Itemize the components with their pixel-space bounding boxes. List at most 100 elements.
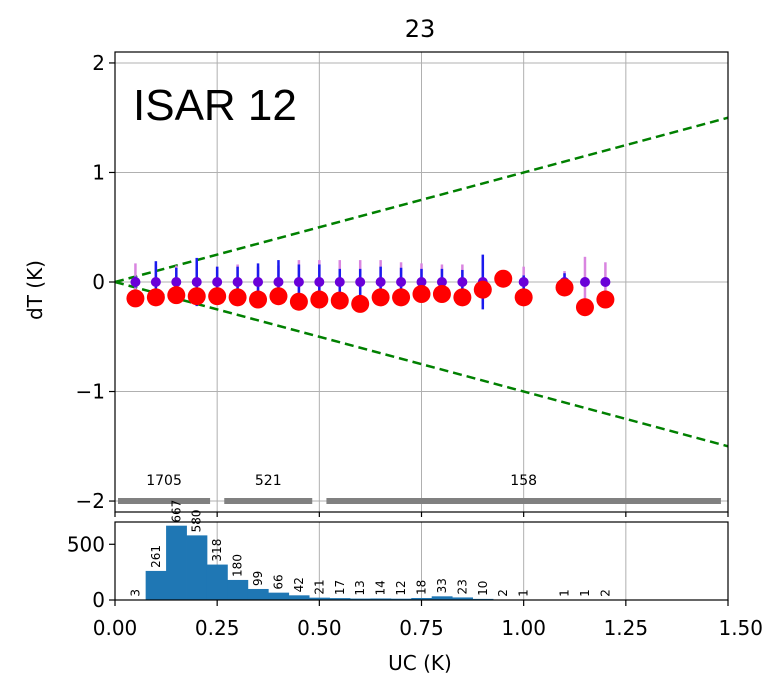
histogram-bar [288,595,310,600]
mean-point [273,277,284,287]
y-tick-label: 0 [92,270,105,294]
histogram-bar-label: 17 [333,580,347,595]
histogram-bar-label: 14 [374,580,388,595]
dt-point [187,287,206,306]
mean-point [212,277,223,287]
histogram-bar-label: 180 [231,554,245,577]
dt-point [432,285,451,304]
dt-point [310,290,329,309]
histogram-bar-label: 261 [149,545,163,568]
y-axis-label: dT (K) [23,260,47,320]
histogram-bar [268,592,290,600]
upper-bound-line [114,116,729,284]
range-bars: 1705 521 158 [118,473,721,505]
dt-point [330,291,349,310]
mean-point [171,277,182,287]
x-axis-label: UC (K) [388,651,452,675]
dt-point [453,288,472,307]
histogram-bar [247,588,269,600]
lower-bound-line [114,280,729,448]
mean-point [579,277,590,287]
histogram-bar [166,525,187,600]
histogram-bar-label: 580 [190,509,204,532]
chart-title: 23 [405,15,436,43]
dt-point [514,288,533,307]
mean-point [130,277,141,287]
histogram-bar [349,598,371,600]
x-tick-label: 0.00 [93,616,138,640]
x-tick-label: 0.75 [399,616,444,640]
mean-point [600,277,611,287]
histogram-bar-label: 2 [598,589,612,597]
histogram-bar [452,597,473,600]
mean-point [416,277,427,287]
y-tick-label: 500 [67,532,105,556]
histogram-bar-label: 13 [353,580,367,595]
dt-point [371,288,390,307]
histogram-bar [411,597,433,600]
y-tick-label: 1 [92,160,105,184]
dt-point [269,287,288,306]
y-tick-label: 0 [92,588,105,612]
mean-point [293,277,304,287]
histogram-bar [145,570,167,600]
x-tick-label: 0.50 [297,616,342,640]
mean-point [355,277,366,287]
dt-point [228,288,247,307]
histogram-bar [227,579,249,600]
mean-point [253,277,264,287]
histogram-bar [309,597,330,600]
dt-scatter-panel: 1705 521 158 2 1 0 −1 −2 23 ISAR 12 dT (K) [23,15,729,517]
x-tick-label: 0.25 [195,616,240,640]
mean-point [436,277,447,287]
dt-point [412,285,431,304]
histogram-bar-label: 1 [517,589,531,597]
range-count-label: 1705 [146,473,182,489]
histogram-bars [125,525,617,600]
histogram-bar-label: 18 [415,580,429,595]
histogram-bar-label: 1 [558,589,572,597]
mean-point [396,277,407,287]
dt-point [249,290,268,309]
y-tick-label: −2 [76,489,105,513]
mean-point [518,277,529,287]
histogram-bar-label: 12 [394,580,408,595]
histogram-bar-label: 318 [210,539,224,562]
dt-point [126,289,145,308]
histogram-bar-label: 66 [271,574,285,589]
histogram-bar-label: 3 [128,589,142,597]
dt-point [555,278,574,297]
range-count-label: 158 [510,473,537,489]
y-tick-label: 2 [92,51,105,75]
dt-point [208,287,227,306]
y-tick-label: −1 [76,380,105,404]
dt-point [575,298,594,317]
axes: 2 1 0 −1 −2 [76,51,729,517]
dt-point [473,280,492,299]
histogram-bar [431,596,453,600]
dt-point [167,286,186,305]
histogram-bar-label: 2 [496,589,510,597]
histogram-bar [186,535,208,600]
histogram-bar [390,598,412,600]
x-tick-label: 1.00 [501,616,546,640]
dt-point [494,269,513,288]
mean-point [314,277,325,287]
histogram-bar-label: 99 [251,571,265,586]
mean-point [150,277,161,287]
range-count-label: 521 [255,473,282,489]
histogram-bar [206,564,228,600]
histogram-bar-label: 23 [455,579,469,594]
mean-point [232,277,243,287]
mean-point [334,277,345,287]
dt-point [289,292,308,311]
dt-point [146,288,165,307]
x-tick-label: 1.50 [718,616,763,640]
x-tick-label: 1.25 [604,616,649,640]
axes: 0 500 0.00 0.25 0.50 0.75 1.00 1.25 1.50 [67,521,763,640]
data-points [126,269,615,317]
reference-lines [114,116,729,448]
